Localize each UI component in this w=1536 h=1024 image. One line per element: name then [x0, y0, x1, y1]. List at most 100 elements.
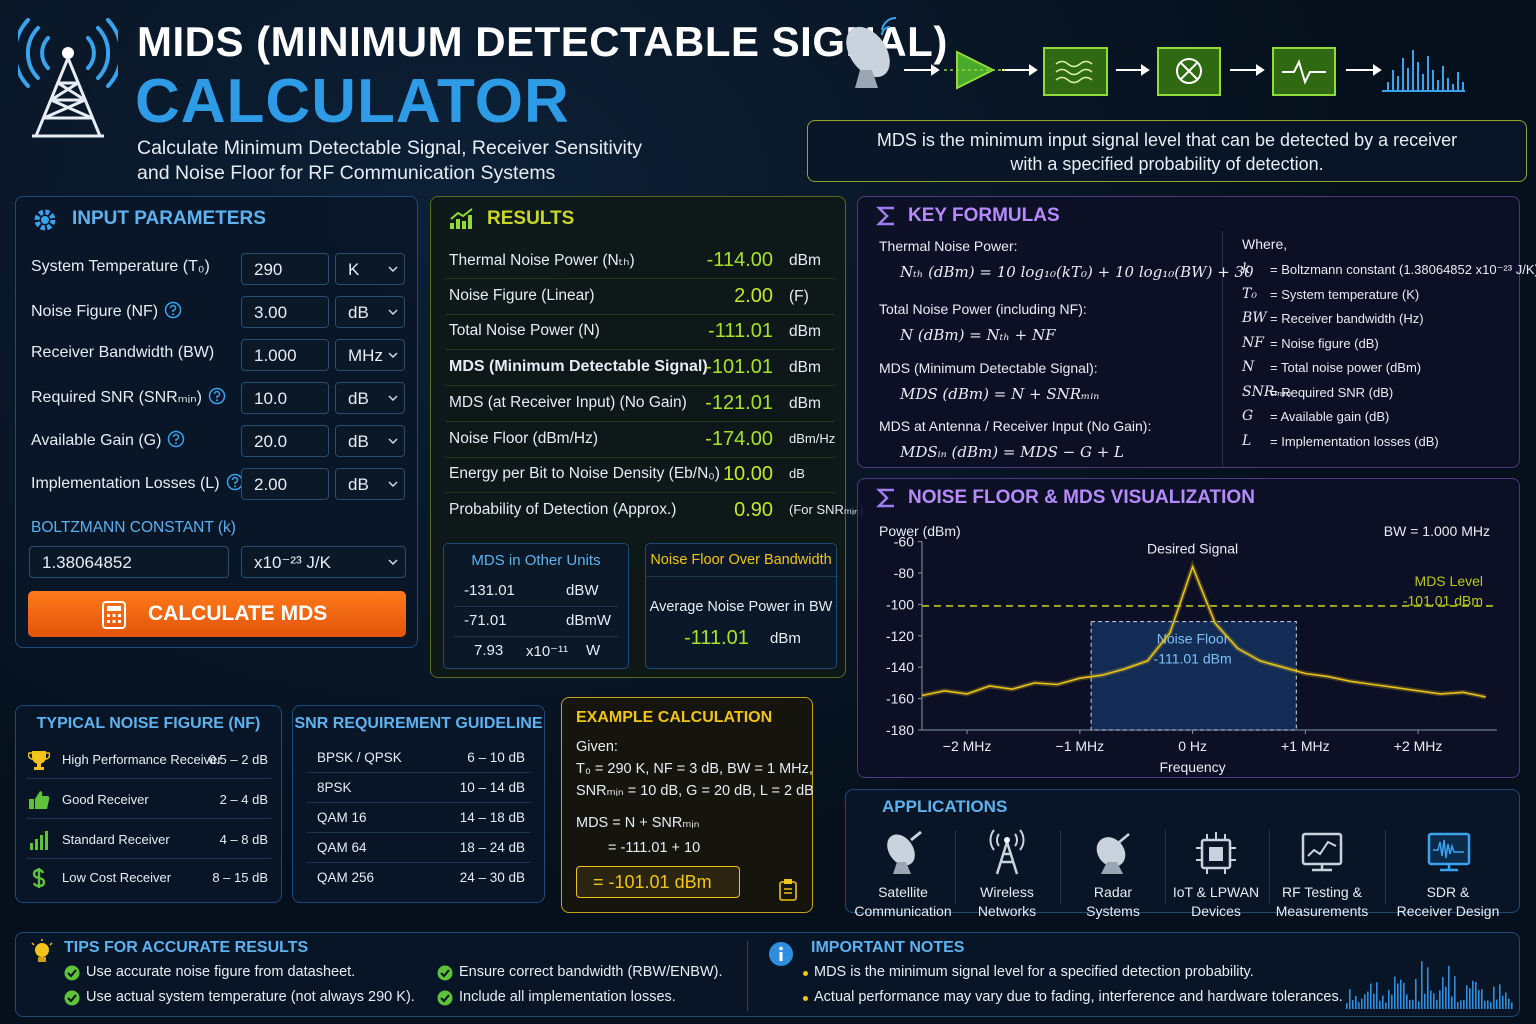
y-tick-label: -60	[894, 534, 914, 550]
input-field[interactable]: 290	[241, 253, 329, 285]
input-value: 20.0	[254, 432, 288, 451]
given-line: SNRₘᵢₙ = 10 dB, G = 20 dB, L = 2 dB	[576, 783, 814, 799]
input-value: 2.00	[254, 475, 288, 494]
app-icon	[1301, 832, 1343, 872]
antenna-icon	[846, 16, 897, 88]
input-value: 1.000	[254, 346, 297, 365]
panel-title: RESULTS	[487, 208, 575, 229]
unit-dropdown[interactable]: dB	[335, 425, 405, 457]
result-label: Total Noise Power (N)	[449, 322, 600, 340]
chevron	[388, 352, 398, 358]
note-text: MDS is the minimum signal level for a sp…	[814, 964, 1254, 980]
symbol-desc: = Required SNR (dB)	[1270, 384, 1394, 400]
unit-dropdown[interactable]: dB	[335, 296, 405, 328]
unit-value: -71.01	[464, 612, 507, 629]
panel-title: INPUT PARAMETERS	[72, 208, 266, 229]
calculate-button[interactable]: CALCULATE MDS	[28, 591, 406, 637]
panel-title: KEY FORMULAS	[908, 205, 1060, 226]
input-value: 290	[254, 260, 283, 279]
results-panel: RESULTS Thermal Noise Power (Nₜₕ) -114.00…	[430, 196, 864, 678]
where-label: Where,	[1242, 236, 1288, 252]
app-title: MIDS (MINIMUM DETECTABLE SIGNAL)	[137, 18, 948, 65]
input-field[interactable]: 2.00	[241, 468, 329, 500]
section-label: BOLTZMANN CONSTANT (k)	[31, 519, 236, 536]
typical-nf-panel: TYPICAL NOISE FIGURE (NF) High Performan…	[15, 705, 282, 903]
formula-label: MDS at Antenna / Receiver Input (No Gain…	[879, 418, 1152, 434]
check-icon	[64, 965, 80, 981]
row-separator	[454, 606, 618, 607]
param-label: Implementation Losses (L)	[31, 473, 244, 493]
gear-icon	[34, 209, 56, 231]
input-field[interactable]: 1.000	[241, 339, 329, 371]
symbol: NF	[1242, 334, 1264, 351]
divider	[747, 941, 748, 1011]
row-separator	[445, 278, 835, 279]
snr-value: 6 – 10 dB	[467, 750, 525, 765]
y-tick-label: -100	[886, 596, 914, 612]
viz-panel: NOISE FLOOR & MDS VISUALIZATION Power (d…	[857, 478, 1520, 778]
app-label: Radar	[1093, 884, 1133, 900]
check-icon	[64, 990, 80, 1006]
snr-label: 8PSK	[317, 780, 352, 795]
panel-title: TYPICAL NOISE FIGURE (NF)	[36, 715, 261, 732]
clipboard-icon	[779, 879, 797, 901]
example-result: = -101.01 dBm	[593, 872, 712, 892]
result-unit: dBm	[789, 323, 821, 341]
row-separator	[26, 858, 271, 859]
param-label: System Temperature (T₀)	[31, 258, 210, 275]
app-label: SDR &	[1426, 884, 1470, 900]
mds-value-label: -101.01 dBm	[1403, 592, 1483, 608]
snr-value: 24 – 30 dB	[459, 870, 525, 885]
app-icon	[1427, 832, 1471, 872]
check-icon	[437, 965, 453, 981]
app-separator	[1385, 830, 1386, 904]
formula-label: Thermal Noise Power:	[879, 238, 1018, 254]
unit-dropdown[interactable]: dB	[335, 382, 405, 414]
app-label: RF Testing &	[1282, 884, 1362, 900]
unit-dropdown[interactable]: K	[335, 253, 405, 285]
unit-value: 7.93	[474, 642, 504, 659]
result-unit: dBm	[789, 252, 821, 269]
symbol-desc: = Receiver bandwidth (Hz)	[1270, 311, 1424, 326]
noise-floor-label: Noise Floor	[1157, 631, 1229, 647]
app-title-2: CALCULATOR	[135, 67, 570, 136]
help-icon[interactable]	[164, 301, 182, 319]
definition-line: MDS is the minimum input signal level th…	[876, 130, 1458, 150]
box-value: -111.01	[684, 627, 749, 649]
row-separator	[307, 862, 531, 863]
result-label: Probability of Detection (Approx.)	[449, 500, 677, 518]
example-panel: EXAMPLE CALCULATION Given: T₀ = 290 K, NF…	[561, 697, 814, 913]
symbol: BW	[1242, 310, 1267, 326]
app-label: Communication	[854, 903, 952, 919]
input-field[interactable]: 1.38064852	[29, 546, 229, 578]
divider	[1222, 231, 1223, 467]
result-unit: dBm	[789, 359, 821, 377]
mds-label: MDS Level	[1415, 573, 1483, 589]
unit-dropdown[interactable]: dB	[335, 468, 405, 500]
info-icon	[769, 942, 793, 966]
help-icon[interactable]	[167, 430, 185, 448]
nf-label: Low Cost Receiver	[62, 870, 172, 885]
chart: Power (dBm) BW = 1.000 MHz -60 -80 -100 -120 -…	[879, 523, 1497, 775]
input-field[interactable]: 20.0	[241, 425, 329, 457]
symbol: L	[1242, 432, 1252, 449]
nf-icon	[28, 751, 50, 770]
given-line: T₀ = 290 K, NF = 3 dB, BW = 1 MHz,	[576, 761, 813, 777]
app-separator	[955, 830, 956, 904]
chart-title: NOISE FLOOR & MDS VISUALIZATION	[908, 487, 1255, 508]
input-field[interactable]: 10.0	[241, 382, 329, 414]
symbol-desc: = Total noise power (dBm)	[1270, 360, 1422, 375]
input-field[interactable]: 3.00	[241, 296, 329, 328]
example-result-box: = -101.01 dBm	[576, 866, 740, 898]
unit-dropdown[interactable]: x10⁻²³ J/K	[241, 546, 406, 578]
tip-text: Use accurate noise figure from datasheet…	[86, 964, 356, 980]
result-label: Noise Figure (Linear)	[449, 286, 595, 304]
unit-dropdown[interactable]: MHz	[335, 339, 405, 371]
symbol-desc: = System temperature (K)	[1270, 286, 1420, 302]
results-icon	[450, 208, 473, 229]
tips-notes-panel: TIPS FOR ACCURATE RESULTS IMPORTANT NOTE…	[15, 932, 1520, 1017]
help-icon[interactable]	[208, 387, 226, 405]
panel-title: IMPORTANT NOTES	[811, 939, 965, 956]
box-unit: dBm	[770, 630, 801, 647]
series-label: Desired Signal	[1147, 541, 1238, 557]
